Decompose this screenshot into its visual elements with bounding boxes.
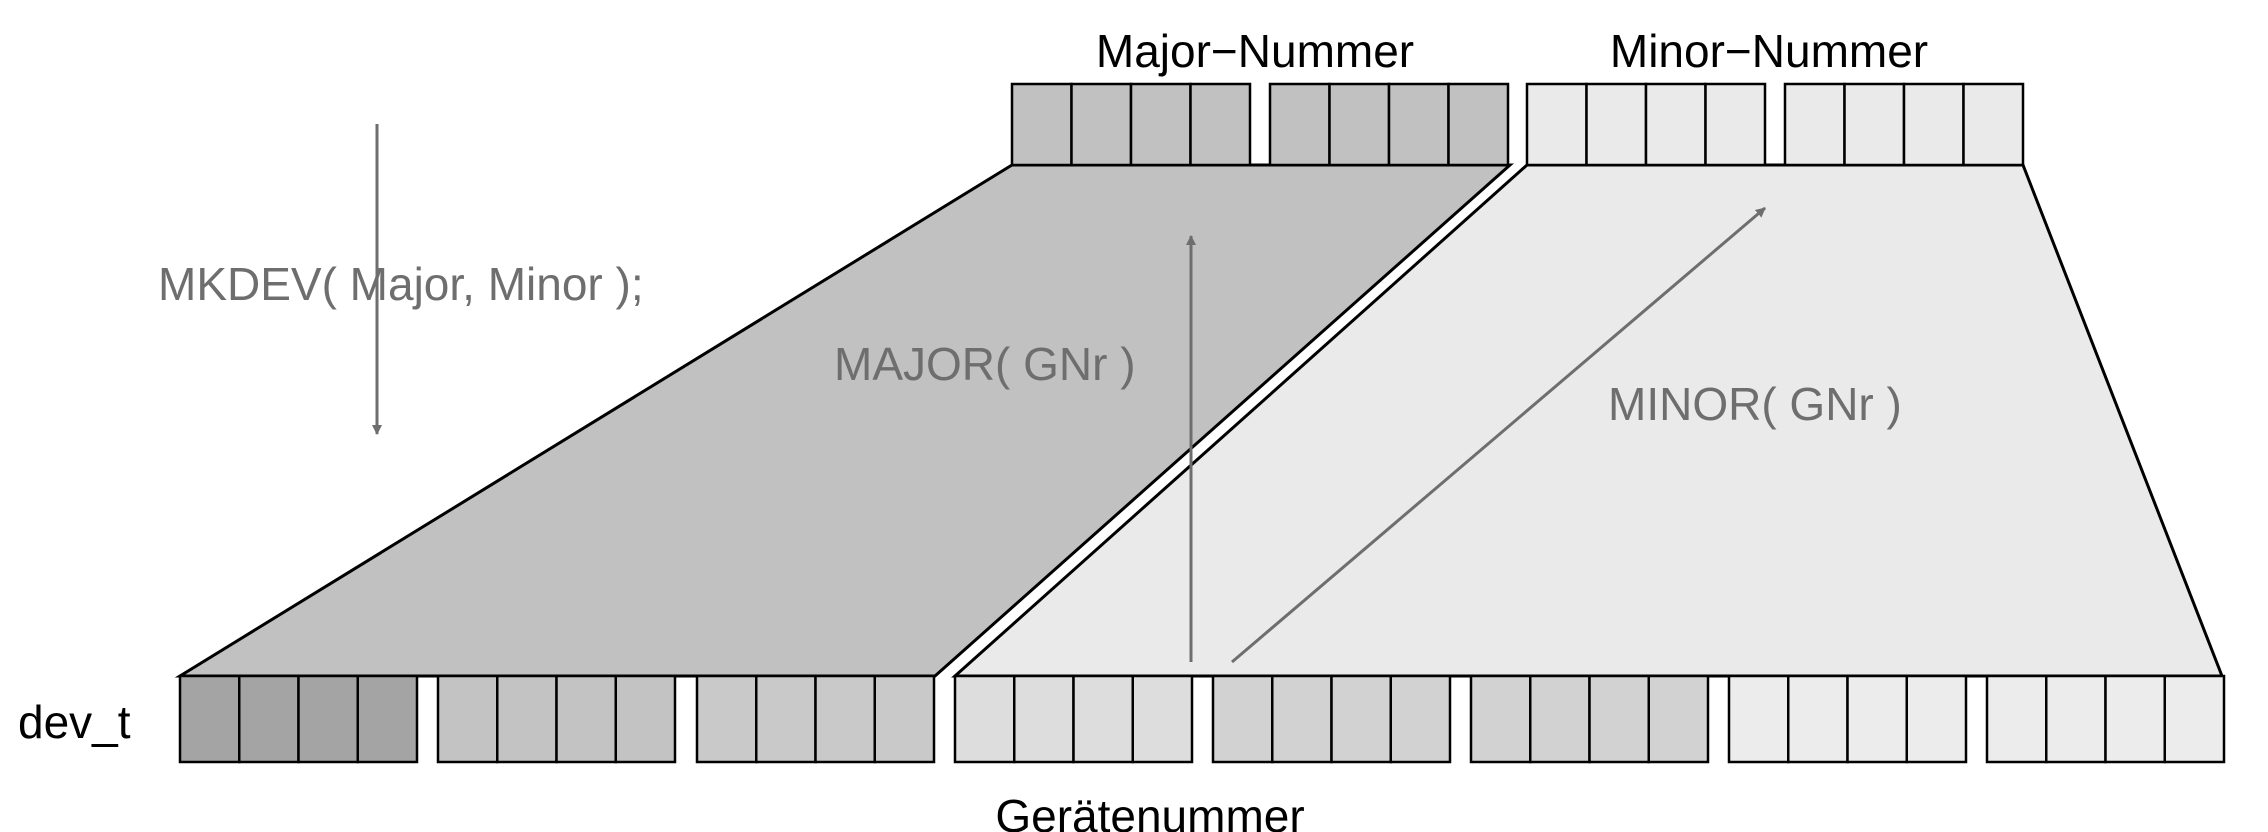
bit-cell <box>1328 82 1391 167</box>
bit-cell <box>1387 82 1450 167</box>
bit-cell <box>238 674 300 764</box>
bit-cell <box>1271 674 1333 764</box>
bit-cell <box>1843 82 1906 167</box>
bit-cell <box>1905 674 1968 764</box>
bit-cell <box>1013 674 1075 764</box>
bit-cell <box>1647 674 1710 764</box>
bit-cell <box>953 674 1016 764</box>
bit-cell <box>1902 82 1965 167</box>
bit-cell <box>814 674 876 764</box>
bit-cell <box>297 674 359 764</box>
mkdev-call-label: MKDEV( Major, Minor ); <box>158 258 644 310</box>
bit-cell <box>2104 674 2166 764</box>
bit-cell <box>436 674 499 764</box>
bit-cell <box>356 674 419 764</box>
dev-t-label: dev_t <box>18 696 131 748</box>
bit-cell <box>555 674 617 764</box>
bit-cell <box>1469 674 1532 764</box>
bit-cell <box>2163 674 2226 764</box>
bit-cell <box>1727 674 1790 764</box>
bit-cell <box>1131 674 1194 764</box>
bit-cell <box>1070 82 1133 167</box>
bit-cell <box>1585 82 1648 167</box>
device-number-label: Gerätenummer <box>995 790 1304 832</box>
bit-cell <box>614 674 677 764</box>
major-number-label: Major−Nummer <box>1096 25 1414 77</box>
bit-cell <box>1529 674 1591 764</box>
bit-cell <box>1129 82 1192 167</box>
bit-cell <box>1211 674 1274 764</box>
bit-cell <box>1962 82 2025 167</box>
bit-cell <box>755 674 817 764</box>
bit-cell <box>178 674 241 764</box>
bit-cell <box>1787 674 1849 764</box>
bit-cell <box>1704 82 1767 167</box>
bit-cell <box>1268 82 1331 167</box>
minor-macro-arrow <box>1231 206 1766 664</box>
bit-cell <box>1189 82 1252 167</box>
bit-cell <box>496 674 558 764</box>
bit-cell <box>1985 674 2048 764</box>
bit-cell <box>1010 82 1073 167</box>
bit-cell <box>1783 82 1846 167</box>
bit-cell <box>1389 674 1452 764</box>
minor-macro-label: MINOR( GNr ) <box>1608 378 1902 430</box>
major-number-cells <box>1010 82 1510 167</box>
bit-cell <box>873 674 936 764</box>
bit-cell <box>1846 674 1908 764</box>
bit-cell <box>695 674 758 764</box>
bit-cell <box>1447 82 1510 167</box>
bit-cell <box>1588 674 1650 764</box>
bit-cell <box>2045 674 2107 764</box>
bit-cell <box>1330 674 1392 764</box>
major-macro-label: MAJOR( GNr ) <box>834 338 1136 390</box>
bit-cell <box>1525 82 1588 167</box>
bit-cell <box>1644 82 1707 167</box>
dev-t-cells <box>178 674 2226 764</box>
minor-number-label: Minor−Nummer <box>1610 25 1928 77</box>
bit-cell <box>1072 674 1134 764</box>
minor-number-cells <box>1525 82 2025 167</box>
